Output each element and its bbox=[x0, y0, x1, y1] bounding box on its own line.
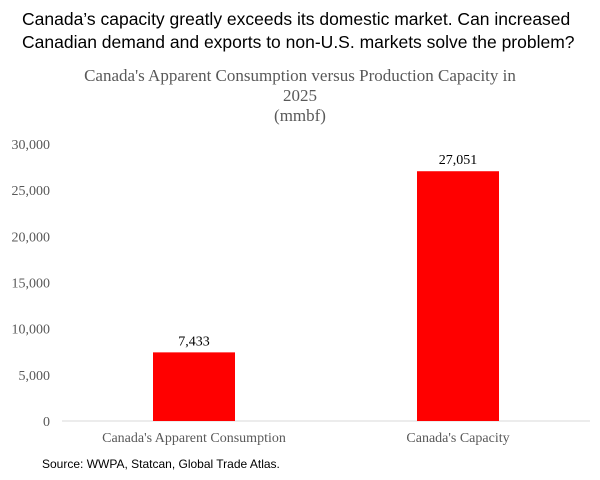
y-tick-label: 10,000 bbox=[12, 323, 51, 338]
bar bbox=[417, 171, 499, 421]
chart-title-line-2: 2025 bbox=[283, 86, 317, 105]
bar bbox=[153, 352, 235, 421]
data-label: 7,433 bbox=[178, 334, 210, 349]
y-tick-label: 15,000 bbox=[12, 277, 51, 292]
y-tick-label: 30,000 bbox=[12, 138, 51, 153]
y-tick-label: 20,000 bbox=[12, 230, 51, 245]
x-category-label: Canada's Capacity bbox=[406, 431, 509, 446]
chart-title-line-3: (mmbf) bbox=[274, 106, 326, 125]
y-tick-label: 5,000 bbox=[19, 369, 51, 384]
y-tick-label: 0 bbox=[43, 415, 50, 430]
y-tick-label: 25,000 bbox=[12, 184, 51, 199]
chart-title: Canada's Apparent Consumption versus Pro… bbox=[0, 66, 600, 126]
data-label: 27,051 bbox=[439, 153, 478, 168]
headline: Canada’s capacity greatly exceeds its do… bbox=[22, 8, 592, 54]
headline-line-2: Canadian demand and exports to non-U.S. … bbox=[22, 32, 575, 52]
headline-line-1: Canada’s capacity greatly exceeds its do… bbox=[22, 9, 571, 29]
chart-title-line-1: Canada's Apparent Consumption versus Pro… bbox=[84, 66, 516, 85]
x-category-label: Canada's Apparent Consumption bbox=[102, 431, 286, 446]
source-note: Source: WWPA, Statcan, Global Trade Atla… bbox=[42, 457, 280, 471]
